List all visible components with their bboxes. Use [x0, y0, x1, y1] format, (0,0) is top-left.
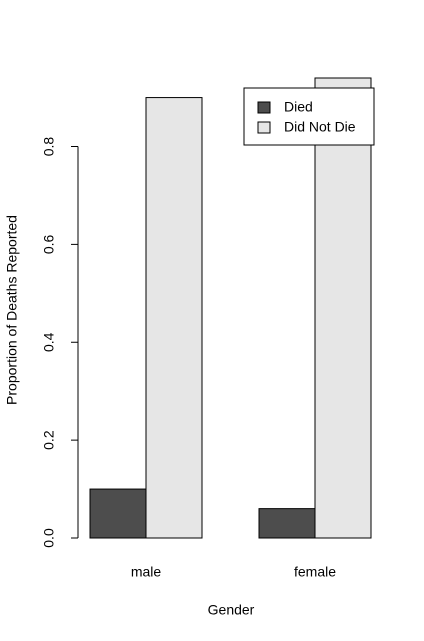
legend-swatch	[257, 101, 271, 114]
legend-label: Did Not Die	[284, 119, 356, 135]
legend-swatch	[257, 121, 271, 134]
x-tick-label: female	[294, 564, 336, 580]
bar	[314, 77, 372, 539]
bar	[145, 97, 203, 539]
y-axis-label: Proportion of Deaths Reported	[4, 215, 20, 405]
y-tick-label: 0.6	[41, 234, 57, 254]
x-tick-label: male	[131, 564, 162, 580]
bar	[258, 508, 316, 539]
legend-box	[243, 87, 375, 146]
y-tick-label: 0.4	[41, 332, 57, 352]
y-tick-label: 0.0	[41, 528, 57, 548]
x-axis-label: Gender	[208, 602, 255, 618]
y-tick-label: 0.2	[41, 430, 57, 450]
legend-label: Died	[284, 99, 313, 115]
y-tick-label: 0.8	[41, 137, 57, 157]
bar	[89, 488, 147, 539]
